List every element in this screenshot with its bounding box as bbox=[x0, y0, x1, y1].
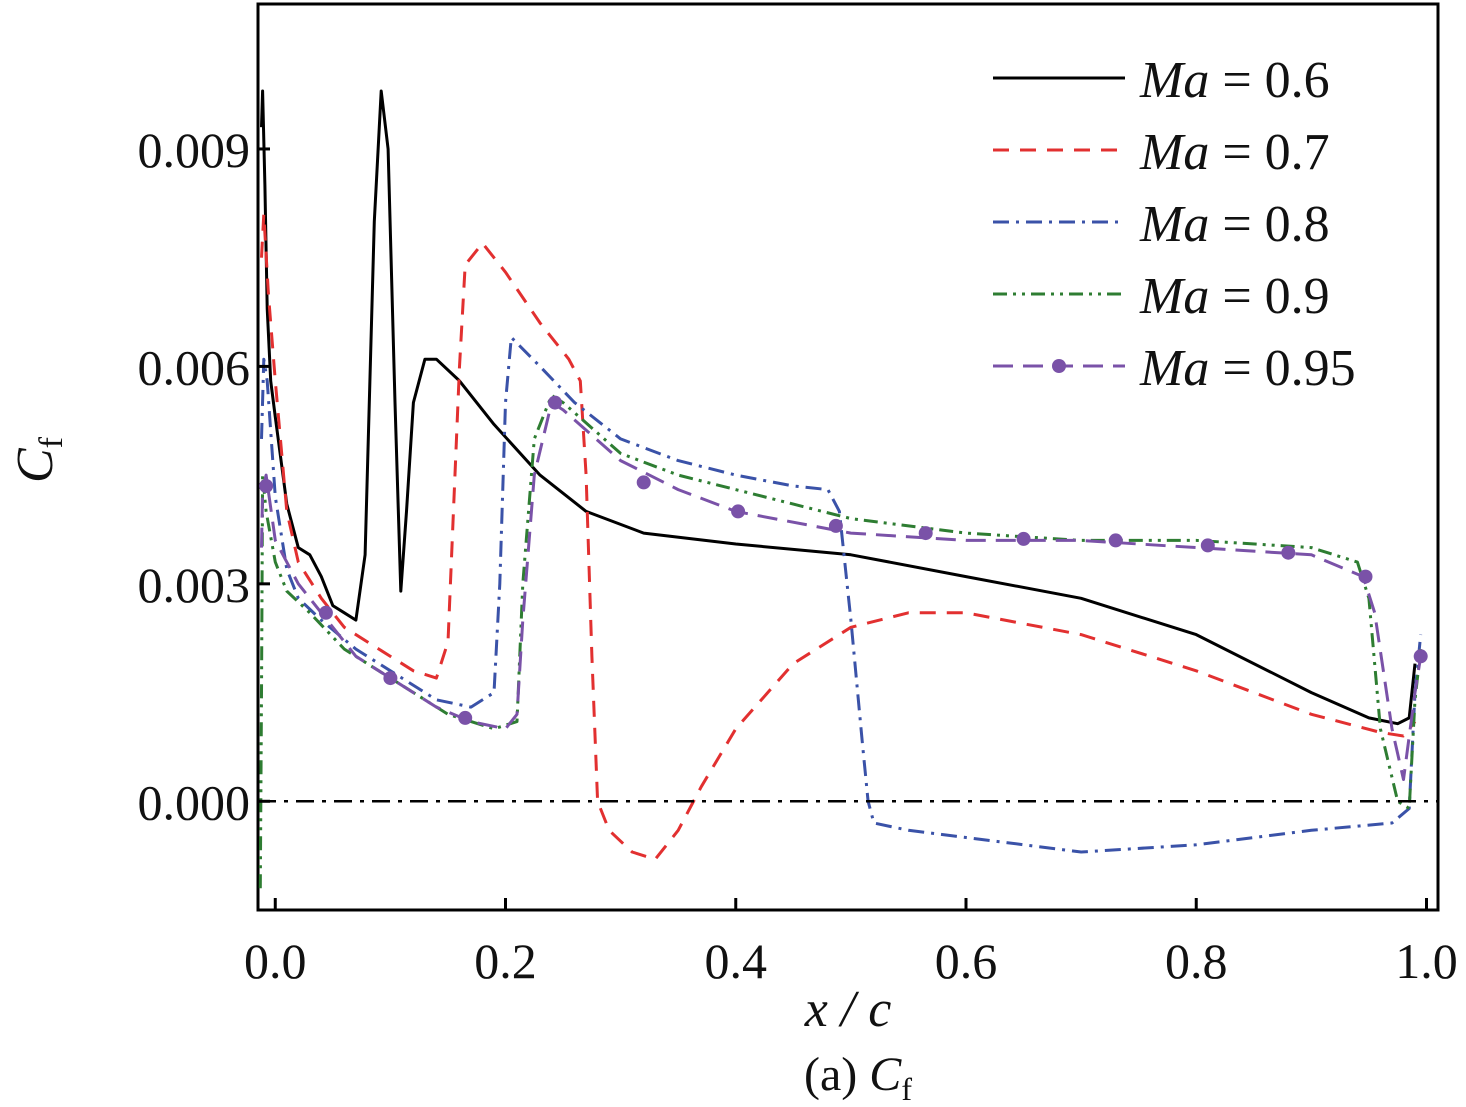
series-point-ma-0-95-12 bbox=[1281, 545, 1296, 560]
y-tick-label: 0.003 bbox=[138, 557, 251, 613]
ticks-layer: 0.0 0.2 0.4 0.6 0.8 1.0 0.000 0.003 0.006 0.009 bbox=[138, 122, 1458, 989]
series-line-ma-0-9 bbox=[258, 393, 1423, 889]
plot-frame bbox=[256, 2, 1440, 912]
series-point-ma-0-95-9 bbox=[1016, 531, 1031, 546]
legend-label-ma-0-8: Ma = 0.8 bbox=[1139, 196, 1330, 253]
x-tick-label: 0.0 bbox=[244, 933, 307, 989]
legend-label-symbol: Ma bbox=[1139, 268, 1209, 325]
series-layer bbox=[258, 89, 1428, 889]
y-axis-label-symbol: C bbox=[7, 447, 64, 483]
legend-label-symbol: Ma bbox=[1139, 124, 1209, 181]
series-line-ma-0-8 bbox=[260, 335, 1423, 854]
legend-label-symbol: Ma bbox=[1139, 52, 1209, 109]
figure-caption: (a) Cf bbox=[804, 1048, 912, 1107]
y-axis-label: Cf bbox=[7, 436, 70, 483]
caption-prefix: (a) bbox=[804, 1048, 869, 1101]
series-point-ma-0-95-3 bbox=[458, 710, 473, 725]
x-axis-label: x / c bbox=[804, 981, 892, 1038]
y-tick-label: 0.006 bbox=[138, 339, 251, 395]
legend-label-ma-0-6: Ma = 0.6 bbox=[1139, 52, 1330, 109]
x-tick-label: 0.8 bbox=[1165, 933, 1228, 989]
caption-symbol: C bbox=[869, 1048, 902, 1101]
y-tick-label: 0.009 bbox=[138, 122, 251, 178]
legend-label-ma-0-95: Ma = 0.95 bbox=[1139, 340, 1356, 397]
legend-label-ma-0-7: Ma = 0.7 bbox=[1139, 124, 1330, 181]
series-point-ma-0-95-2 bbox=[383, 671, 398, 686]
series-point-ma-0-95-10 bbox=[1108, 533, 1123, 548]
x-tick-label: 0.4 bbox=[705, 933, 768, 989]
x-tick-label: 0.6 bbox=[935, 933, 998, 989]
series-line-ma-0-6 bbox=[260, 89, 1417, 726]
legend-label-value: = 0.6 bbox=[1209, 52, 1329, 109]
series-line-ma-0-7 bbox=[260, 212, 1417, 861]
legend-label-symbol: Ma bbox=[1139, 196, 1209, 253]
series-point-ma-0-95-0 bbox=[259, 479, 274, 493]
series-point-ma-0-95-6 bbox=[731, 504, 746, 519]
series-point-ma-0-95-13 bbox=[1358, 569, 1373, 584]
legend: Ma = 0.6Ma = 0.7Ma = 0.8Ma = 0.9Ma = 0.9… bbox=[993, 52, 1356, 397]
legend-marker-ma-0-95 bbox=[1052, 359, 1066, 373]
series-line-ma-0-95 bbox=[260, 401, 1423, 781]
x-tick-label: 0.2 bbox=[474, 933, 537, 989]
caption-subscript: f bbox=[901, 1071, 912, 1107]
legend-label-value: = 0.95 bbox=[1209, 340, 1355, 397]
series-point-ma-0-95-8 bbox=[918, 526, 933, 541]
series-point-ma-0-95-1 bbox=[318, 605, 333, 620]
series-point-ma-0-95-14 bbox=[1413, 649, 1428, 664]
legend-label-ma-0-9: Ma = 0.9 bbox=[1139, 268, 1330, 325]
x-tick-label: 1.0 bbox=[1395, 933, 1458, 989]
legend-label-value: = 0.9 bbox=[1209, 268, 1329, 325]
series-point-ma-0-95-5 bbox=[636, 475, 651, 490]
legend-label-symbol: Ma bbox=[1139, 340, 1209, 397]
legend-label-value: = 0.8 bbox=[1209, 196, 1329, 253]
y-axis-label-subscript: f bbox=[33, 436, 70, 448]
series-point-ma-0-95-7 bbox=[828, 518, 843, 533]
legend-label-value: = 0.7 bbox=[1209, 124, 1329, 181]
series-point-ma-0-95-4 bbox=[548, 395, 562, 410]
y-tick-label: 0.000 bbox=[138, 774, 251, 830]
series-point-ma-0-95-11 bbox=[1200, 538, 1215, 553]
